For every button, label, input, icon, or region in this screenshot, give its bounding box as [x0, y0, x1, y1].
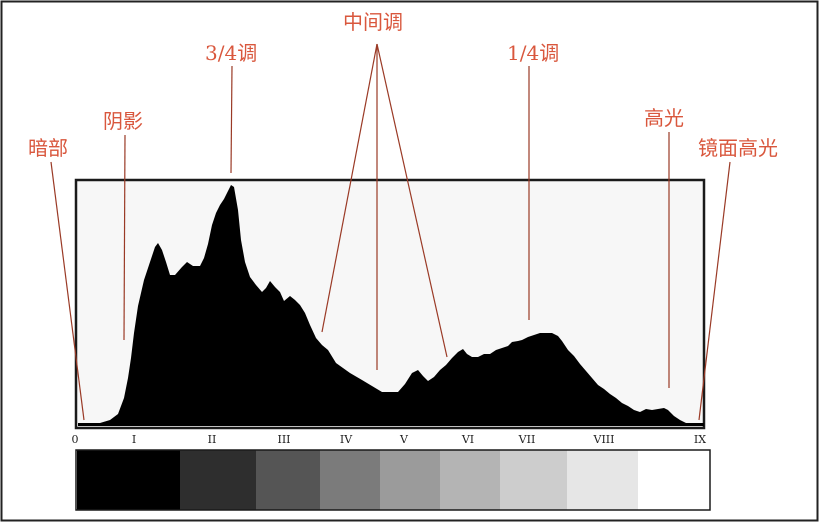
quarter-label: 1/4调 — [507, 41, 559, 65]
zone-label: IV — [340, 433, 353, 446]
gray-scale-block — [638, 450, 710, 510]
gray-scale-block — [320, 450, 380, 510]
gray-scale-frame — [75, 449, 711, 511]
zone-label: VIII — [593, 433, 615, 446]
gray-scale-block — [256, 450, 320, 510]
gray-scale-block — [180, 450, 256, 510]
three-quarter-pointer-line — [230, 65, 233, 174]
shadows-pointer-line — [123, 134, 126, 341]
highlights-label: 高光 — [644, 106, 684, 130]
midtones-pointer-line-left — [321, 43, 378, 333]
midtones-pointer-line-right — [376, 43, 448, 358]
midtones-label: 中间调 — [343, 10, 403, 34]
gray-scale-strip — [77, 450, 710, 510]
zone-label: IX — [694, 433, 706, 446]
zone-label: 0 — [72, 433, 79, 446]
zone-label: VI — [461, 433, 474, 446]
histogram-shape — [78, 185, 704, 426]
zone-label: II — [208, 433, 217, 446]
zone-label: V — [399, 433, 409, 446]
shadows-label: 阴影 — [103, 109, 143, 133]
darks-pointer-line — [50, 161, 85, 421]
zone-label: VII — [518, 433, 536, 446]
darks-label: 暗部 — [28, 136, 68, 160]
zone-label: III — [277, 433, 290, 446]
specular-label: 镜面高光 — [698, 136, 778, 160]
gray-scale-block — [77, 450, 180, 510]
zone-label: I — [132, 433, 136, 446]
gray-scale-block — [380, 450, 440, 510]
annotation-lines — [50, 43, 731, 421]
gray-scale-block — [567, 450, 638, 510]
gray-scale-block — [440, 450, 500, 510]
specular-pointer-line — [698, 161, 731, 421]
zone-labels: 0 I II III IV V VI VII VIII IX — [72, 433, 707, 446]
three-quarter-label: 3/4调 — [205, 41, 257, 65]
gray-scale-block — [500, 450, 567, 510]
